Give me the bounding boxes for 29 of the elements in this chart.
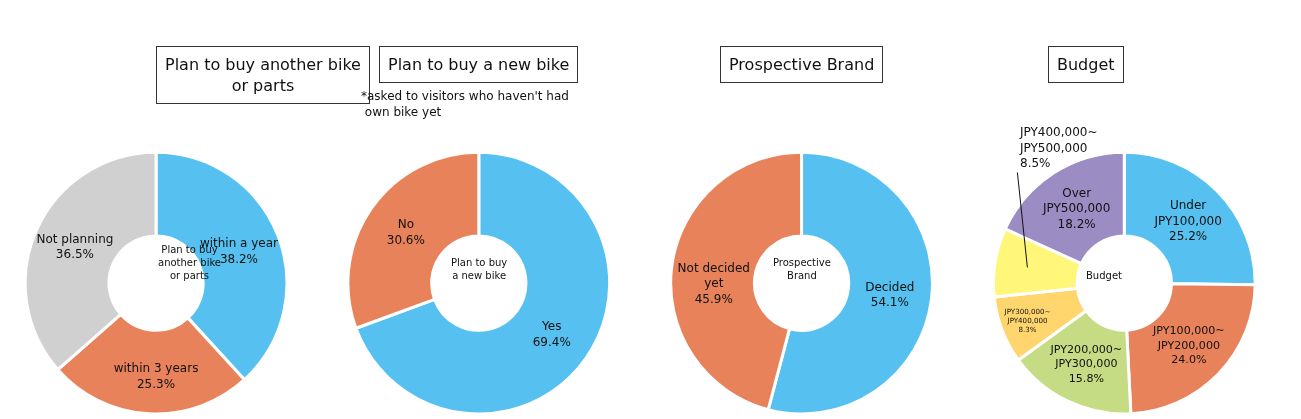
- slice-label: JPY200,000~ JPY300,000: [1049, 342, 1123, 371]
- slice-label: JPY100,000~ JPY200,000: [1152, 324, 1225, 352]
- text: Plan to buy a new bike: [451, 257, 508, 281]
- data-label: 24.0%: [1171, 352, 1207, 366]
- text: Budget: [1086, 270, 1123, 281]
- chart-title: Plan to buy a new bike: [388, 55, 570, 74]
- data-label: 54.1%: [870, 295, 909, 310]
- slice-label: No: [397, 217, 414, 232]
- data-label: 25.2%: [1169, 229, 1208, 244]
- text: Prospective Brand: [773, 257, 831, 281]
- data-label: 8.5%: [1020, 156, 1051, 171]
- data-label: 36.5%: [55, 247, 94, 262]
- data-label: 30.6%: [386, 232, 425, 247]
- data-label: 45.9%: [694, 291, 733, 306]
- slice-label: Decided: [865, 279, 915, 294]
- slice-label: Yes: [541, 319, 562, 334]
- slice-label: Over JPY500,000: [1041, 185, 1111, 216]
- chart-title: Budget: [1057, 55, 1115, 74]
- slice-label: Under JPY100,000: [1153, 197, 1222, 228]
- slice-label: JPY400,000~ JPY500,000: [1019, 125, 1098, 155]
- slice-label: within 3 years: [113, 361, 199, 376]
- chart-title: Plan to buy another bike or parts: [165, 55, 361, 95]
- data-label: 18.2%: [1057, 216, 1096, 231]
- data-label: 15.8%: [1068, 371, 1104, 385]
- slice-label: Not planning: [36, 231, 114, 246]
- chart-title: Prospective Brand: [729, 55, 875, 74]
- data-label: 69.4%: [532, 334, 571, 349]
- slice-label: Not decided yet: [677, 260, 750, 291]
- data-label: 25.3%: [136, 376, 176, 391]
